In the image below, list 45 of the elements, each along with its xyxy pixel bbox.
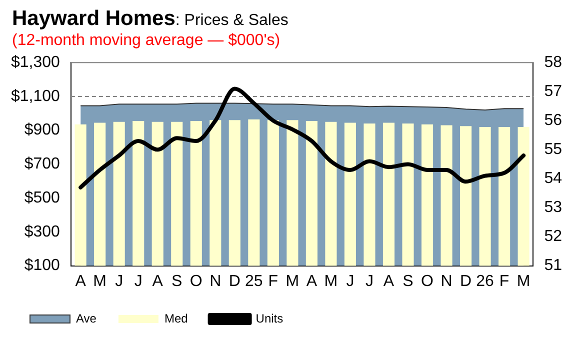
y2-tick-label: 52 <box>544 228 562 246</box>
x-tick-label: A <box>75 272 86 290</box>
x-tick-label: N <box>440 272 452 290</box>
y-tick-label: $700 <box>24 156 60 173</box>
x-tick-label: A <box>383 272 394 290</box>
chart-title: Hayward Homes: Prices & Sales <box>12 7 288 30</box>
x-tick-label: M <box>286 272 300 290</box>
y-tick-label: $900 <box>24 122 60 139</box>
x-tick-label: 26 <box>476 272 494 290</box>
legend-label: Units <box>256 311 284 326</box>
y2-tick-label: 55 <box>544 141 562 158</box>
y-tick-label: $1,300 <box>11 54 60 72</box>
x-tick-label: F <box>268 272 278 290</box>
x-tick-label: D <box>460 272 472 290</box>
y2-tick-label: 54 <box>544 170 562 188</box>
x-tick-label: A <box>306 272 318 290</box>
legend-label: Med <box>164 311 188 326</box>
x-tick-label: A <box>152 272 164 290</box>
y2-tick-label: 58 <box>544 54 562 72</box>
y2-tick-label: 51 <box>544 257 562 274</box>
y2-tick-label: 57 <box>544 83 562 100</box>
chart-subtitle: (12-month moving average — $000's) <box>11 32 282 50</box>
y2-tick-label: 56 <box>544 112 562 130</box>
x-tick-label: N <box>210 272 222 290</box>
x-tick-label: J <box>346 272 354 290</box>
x-tick-label: S <box>172 272 182 290</box>
y-tick-label: $100 <box>24 257 60 274</box>
x-tick-label: O <box>421 272 434 290</box>
line-series <box>78 86 526 190</box>
x-tick-label: M <box>93 272 106 290</box>
y-tick-label: $1,100 <box>11 88 60 105</box>
x-tick-label: 25 <box>245 272 263 290</box>
x-tick-label: F <box>499 272 510 290</box>
x-tick-label: J <box>365 272 374 290</box>
y2-tick-label: 53 <box>544 199 562 216</box>
x-tick-label: M <box>516 272 530 290</box>
x-tick-label: S <box>402 272 414 290</box>
x-tick-label: O <box>190 272 202 290</box>
x-tick-label: J <box>115 272 124 290</box>
x-tick-label: M <box>324 272 338 290</box>
legend-label: Ave <box>76 311 97 326</box>
x-tick-label: D <box>228 272 240 290</box>
x-tick-label: J <box>134 272 142 290</box>
y-tick-label: $500 <box>24 189 60 206</box>
y-tick-label: $300 <box>24 223 60 240</box>
